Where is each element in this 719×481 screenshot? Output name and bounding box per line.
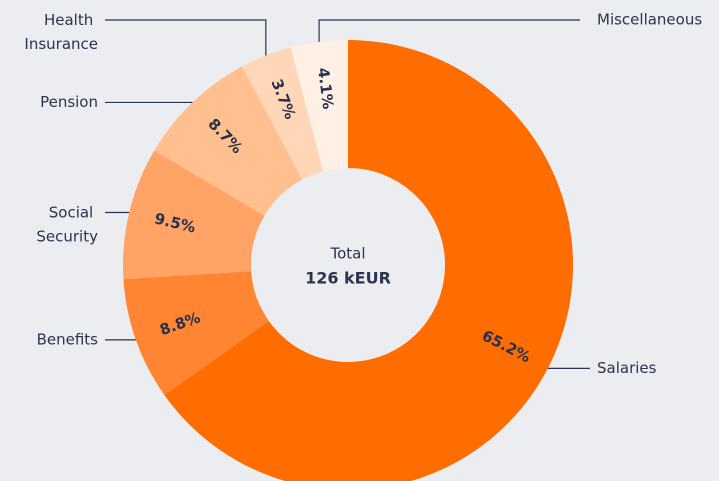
leader-line [105,19,267,56]
category-label: Health Insurance [24,11,98,53]
slice [154,66,303,216]
category-label: Benefits [37,330,99,348]
value-label: 4.1% [314,67,337,111]
slice [123,271,269,395]
category-label: Miscellaneous [597,11,702,29]
slice [164,40,573,481]
category-label: Salaries [597,359,657,377]
slice [290,40,348,172]
center-label: Total [329,245,365,263]
leader-line [318,19,580,42]
center-value: 126 kEUR [305,269,391,288]
slice [123,150,265,280]
slice [242,47,324,180]
category-label: Pension [40,93,98,111]
category-label: Social Security [36,203,98,245]
